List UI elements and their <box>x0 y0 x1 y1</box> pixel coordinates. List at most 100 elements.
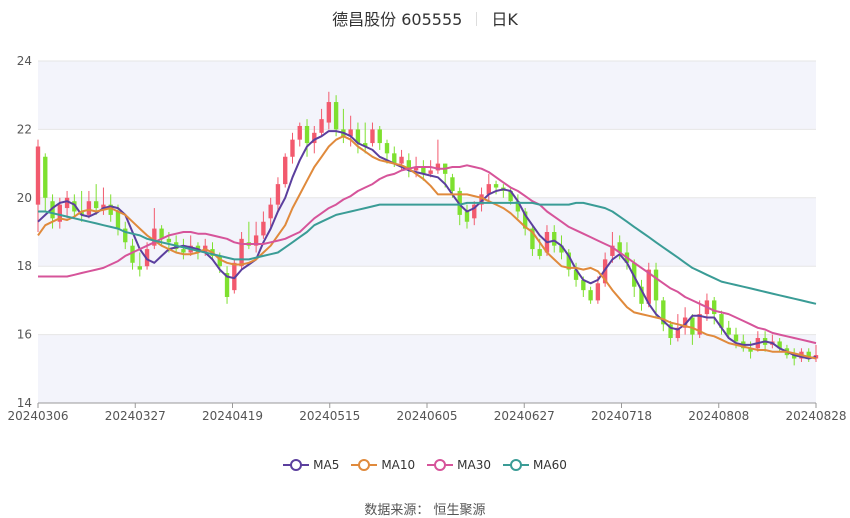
period-label: 日K <box>491 10 518 29</box>
x-tick-label: 20240515 <box>299 409 360 423</box>
candle <box>79 190 84 222</box>
legend-item-ma30[interactable]: MA30 <box>427 458 491 472</box>
candle <box>472 201 477 226</box>
candle <box>130 238 135 270</box>
y-tick-label: 24 <box>17 54 32 68</box>
legend-marker-icon <box>503 458 530 472</box>
candle <box>363 122 368 154</box>
ma10-line <box>37 135 817 360</box>
data-source: 数据来源： 恒生聚源 <box>364 503 486 518</box>
candle <box>588 286 593 304</box>
candle <box>479 187 484 212</box>
candle <box>726 320 731 339</box>
candle <box>253 221 259 253</box>
chart-title: 德昌股份 605555 日K <box>0 6 850 30</box>
ma30-line <box>38 164 817 345</box>
candle <box>304 119 310 157</box>
legend-label: MA60 <box>533 458 567 472</box>
legend-label: MA10 <box>381 458 416 472</box>
candle <box>283 153 288 188</box>
candle <box>639 279 644 311</box>
candle <box>573 262 579 287</box>
candle <box>530 225 535 256</box>
candle <box>501 184 506 198</box>
candle <box>224 266 230 304</box>
candle <box>326 91 332 130</box>
candle <box>646 262 651 308</box>
candle <box>297 122 302 147</box>
x-tick-label: 20240419 <box>202 409 263 423</box>
x-tick-label: 20240808 <box>688 409 749 423</box>
stock-name: 德昌股份 605555 <box>332 10 463 29</box>
y-axis: 14 16 18 20 22 24 <box>17 54 32 410</box>
candle <box>675 314 681 342</box>
candle <box>35 139 41 232</box>
x-tick-label: 20240828 <box>785 409 846 423</box>
candle <box>806 348 811 362</box>
legend-label: MA30 <box>457 458 492 472</box>
candle <box>64 190 70 219</box>
candle <box>377 125 382 150</box>
candle <box>661 296 666 332</box>
moving-average-lines <box>37 130 817 360</box>
candle <box>261 211 266 239</box>
candle <box>72 194 77 219</box>
candle <box>348 115 353 147</box>
candle <box>464 204 470 229</box>
candle <box>682 307 688 335</box>
candle <box>690 314 695 345</box>
x-tick-label: 20240605 <box>396 409 457 423</box>
legend-item-ma60[interactable]: MA60 <box>503 458 567 472</box>
candle <box>653 262 659 318</box>
legend-item-ma10[interactable]: MA10 <box>351 458 415 472</box>
candle <box>355 122 361 154</box>
candle <box>719 310 724 335</box>
legend-marker-icon <box>351 458 378 472</box>
x-tick-label: 20240627 <box>494 409 555 423</box>
candle <box>428 160 433 178</box>
candle <box>268 197 273 229</box>
y-tick-label: 16 <box>17 328 32 342</box>
candle <box>515 194 521 219</box>
y-tick-label: 20 <box>17 191 32 205</box>
legend-marker-icon <box>427 458 454 472</box>
candle <box>290 132 295 164</box>
candle <box>275 177 281 212</box>
candle <box>43 153 48 212</box>
x-tick-label: 20240327 <box>105 409 166 423</box>
candle <box>123 221 128 250</box>
y-tick-label: 14 <box>17 396 32 410</box>
x-tick-label: 20240718 <box>591 409 652 423</box>
candle <box>86 190 92 219</box>
candle <box>333 95 339 137</box>
candle <box>668 320 673 345</box>
candle <box>595 276 601 304</box>
title-divider <box>476 12 478 26</box>
candle <box>406 153 412 178</box>
legend-marker-icon <box>283 458 310 472</box>
y-tick-label: 22 <box>17 122 32 136</box>
background-bands <box>38 61 816 403</box>
grid-band <box>38 334 816 403</box>
legend: MA5 MA10 MA30 MA60 <box>0 458 850 475</box>
candle <box>115 204 121 236</box>
candle <box>792 348 797 366</box>
grid-band <box>38 61 816 130</box>
candle <box>486 173 491 202</box>
candle <box>93 184 99 215</box>
candle <box>421 160 426 181</box>
candle <box>319 108 324 137</box>
candle <box>370 122 375 147</box>
candle <box>522 208 528 236</box>
legend-item-ma5[interactable]: MA5 <box>283 458 339 472</box>
candle <box>552 225 557 253</box>
x-axis: 20240306 20240327 20240419 20240515 20240605… <box>7 402 847 423</box>
ma5-line <box>37 130 817 360</box>
candle <box>50 194 55 229</box>
x-tick-label: 20240306 <box>7 409 68 423</box>
candle <box>137 252 142 277</box>
candle <box>181 238 186 260</box>
legend-label: MA5 <box>313 458 340 472</box>
ma60-line <box>38 201 817 305</box>
